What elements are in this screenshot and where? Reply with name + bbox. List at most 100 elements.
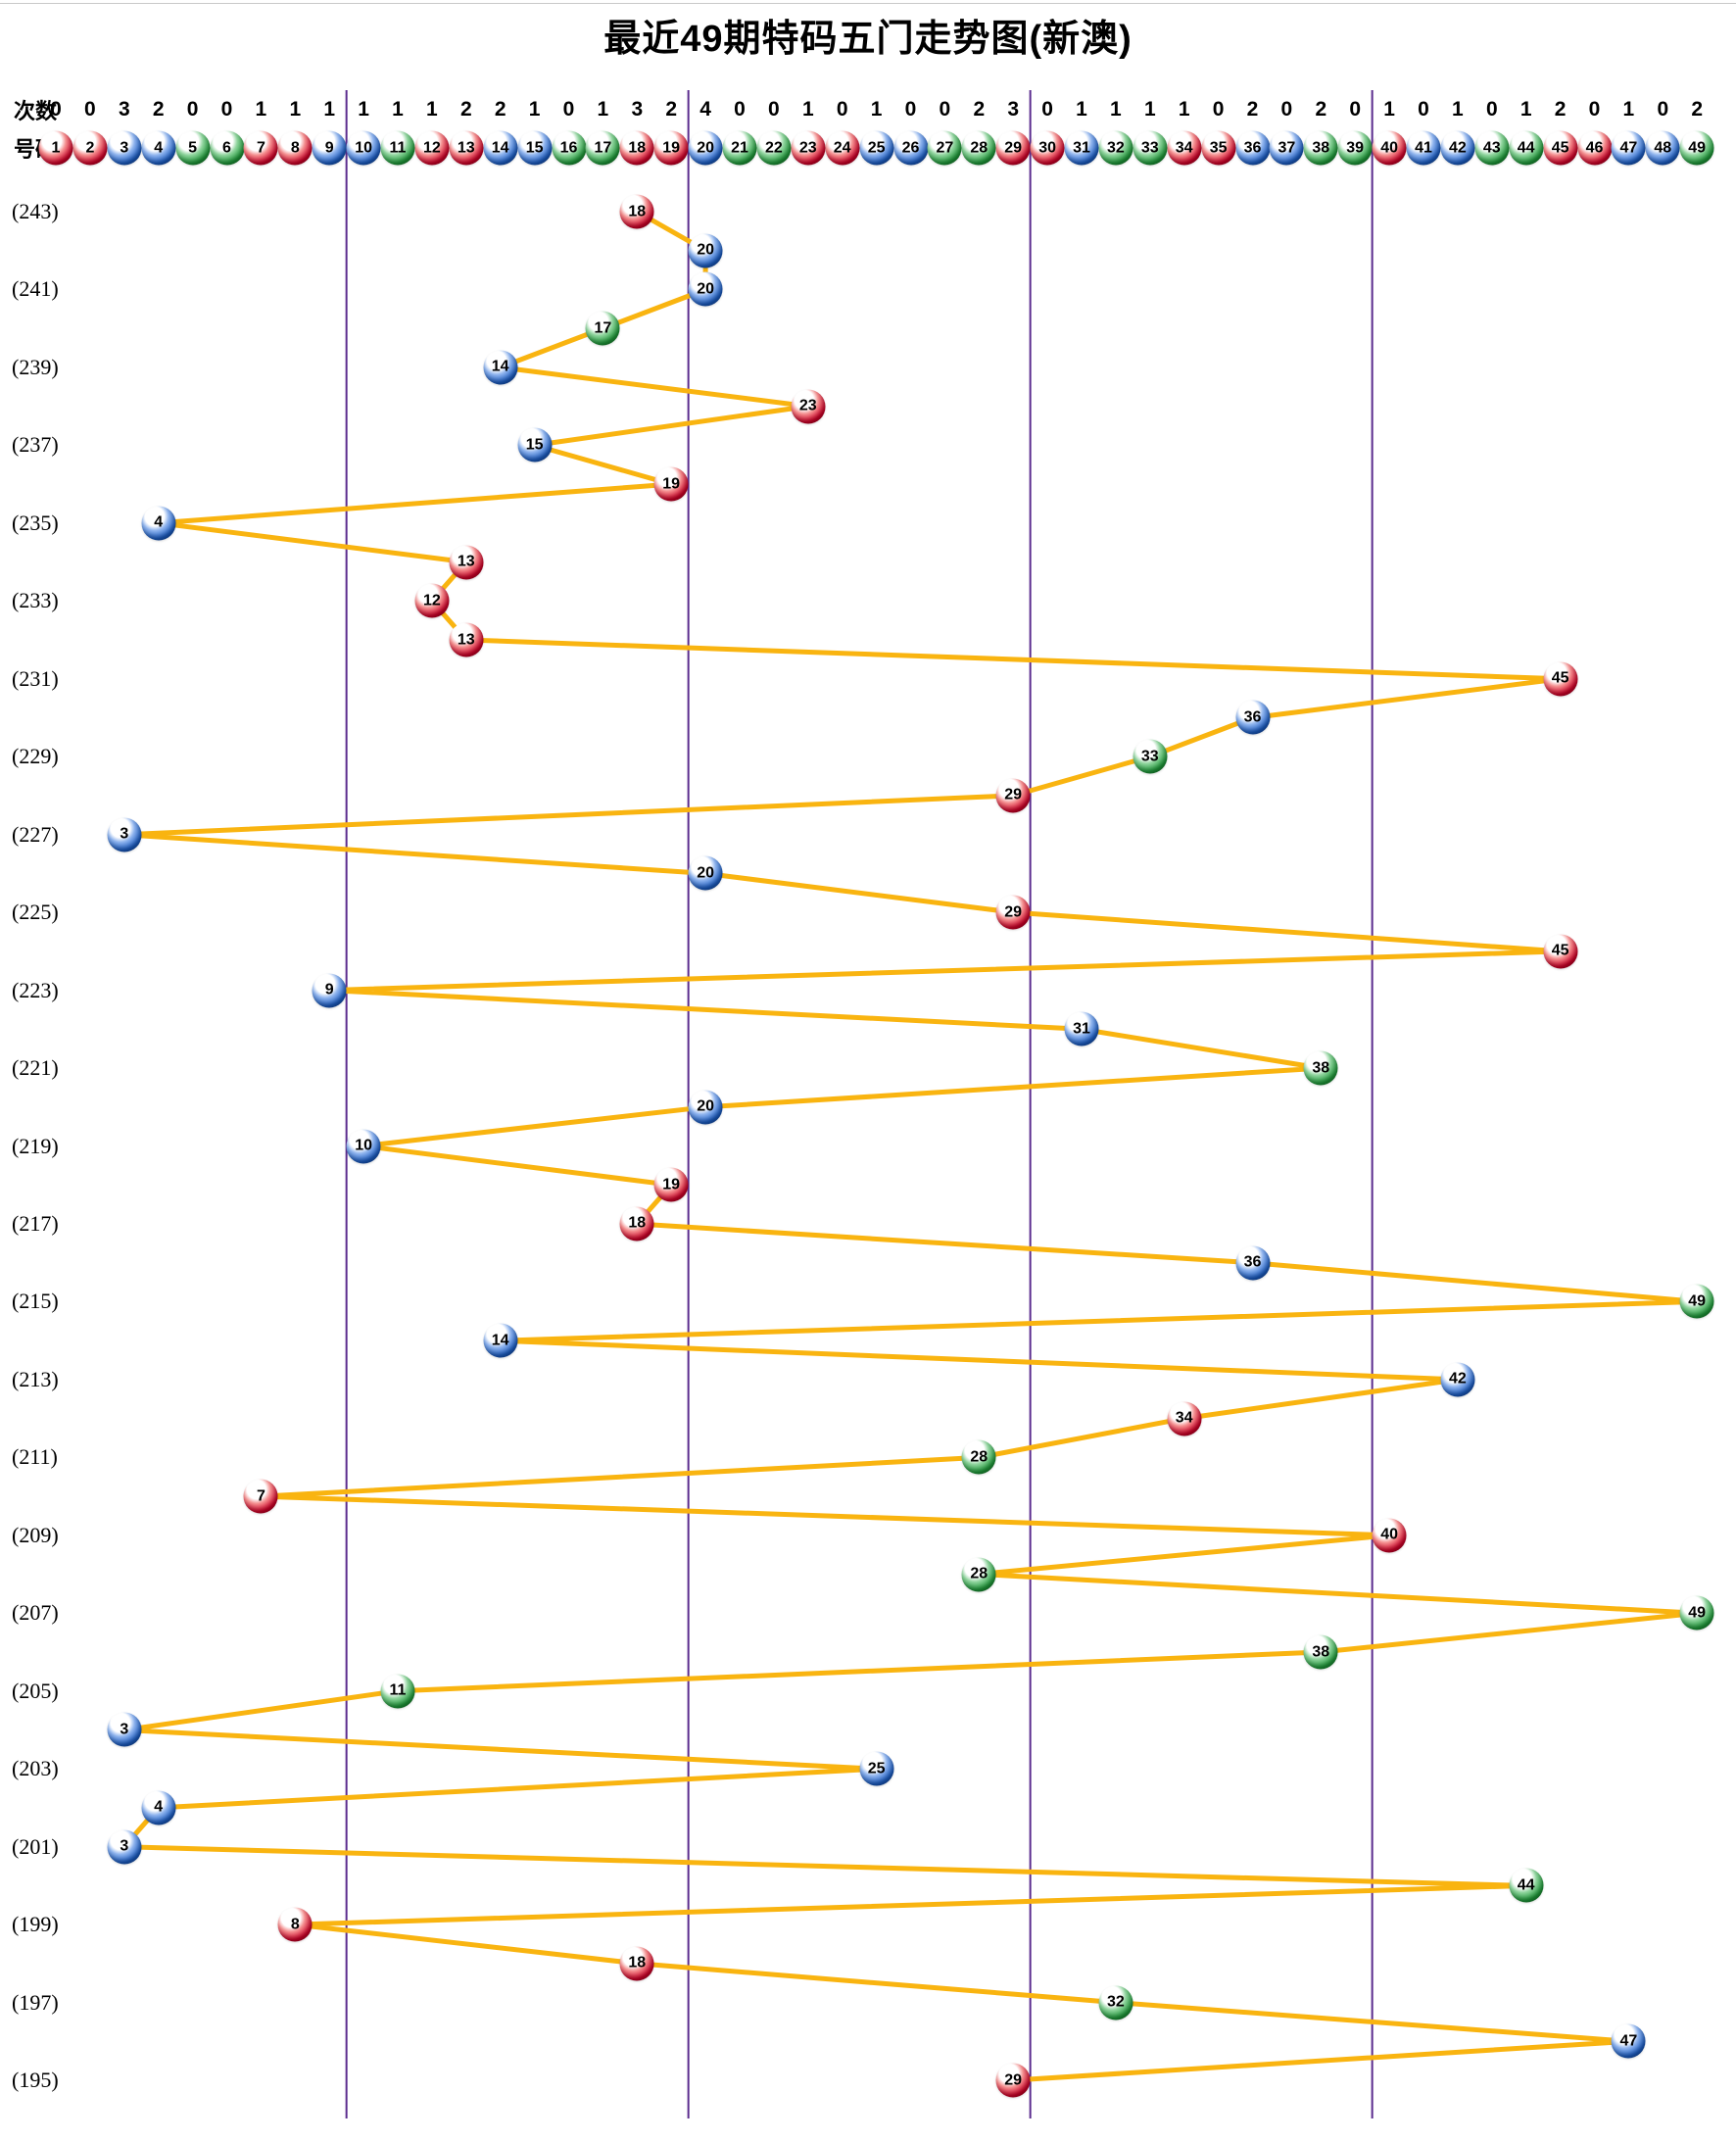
data-ball: 38 [1303, 1634, 1338, 1670]
count-value: 1 [1143, 98, 1156, 121]
data-ball: 23 [791, 389, 826, 424]
header-ball: 13 [449, 130, 484, 166]
header-ball: 10 [346, 130, 381, 166]
count-value: 0 [939, 98, 951, 121]
period-label: (237) [12, 432, 59, 458]
data-ball: 25 [859, 1751, 894, 1786]
count-value: 2 [1554, 98, 1567, 121]
header-ball: 19 [653, 130, 689, 166]
count-value: 0 [1212, 98, 1225, 121]
header-ball: 27 [927, 130, 962, 166]
period-label: (203) [12, 1756, 59, 1781]
header-ball: 45 [1543, 130, 1578, 166]
header-ball: 46 [1577, 130, 1612, 166]
count-value: 0 [562, 98, 575, 121]
header-ball: 28 [961, 130, 996, 166]
header-ball: 40 [1372, 130, 1407, 166]
data-ball: 3 [107, 817, 142, 852]
data-ball: 13 [449, 545, 484, 580]
period-label: (201) [12, 1833, 59, 1859]
counts-axis-label: 次数 [14, 99, 58, 123]
count-value: 2 [459, 98, 472, 121]
header-ball: 9 [312, 130, 347, 166]
period-label: (207) [12, 1600, 59, 1626]
header-ball: 12 [414, 130, 450, 166]
data-ball: 15 [517, 427, 553, 462]
header-ball: 18 [619, 130, 654, 166]
header-ball: 23 [791, 130, 826, 166]
data-ball: 18 [619, 1946, 654, 1981]
period-label: (221) [12, 1055, 59, 1081]
count-value: 1 [323, 98, 336, 121]
count-value: 3 [118, 98, 130, 121]
count-value: 1 [1452, 98, 1464, 121]
header-ball: 24 [825, 130, 860, 166]
data-ball: 4 [141, 1790, 176, 1826]
top-border-line [0, 3, 1736, 4]
header-ball: 30 [1030, 130, 1065, 166]
page-title: 最近49期特码五门走势图(新澳) [603, 19, 1133, 60]
period-label: (239) [12, 354, 59, 379]
count-value: 0 [1588, 98, 1601, 121]
header-ball: 11 [380, 130, 415, 166]
data-ball: 28 [961, 1557, 996, 1592]
header-ball: 21 [722, 130, 757, 166]
count-value: 0 [220, 98, 233, 121]
data-ball: 3 [107, 1829, 142, 1865]
count-value: 1 [426, 98, 438, 121]
count-value: 2 [1691, 98, 1704, 121]
data-ball: 29 [995, 778, 1031, 813]
count-value: 2 [973, 98, 986, 121]
header-ball: 38 [1303, 130, 1338, 166]
data-ball: 14 [483, 350, 518, 385]
count-value: 0 [1041, 98, 1053, 121]
count-value: 0 [1657, 98, 1669, 121]
period-label: (205) [12, 1678, 59, 1703]
data-ball: 31 [1064, 1011, 1099, 1047]
header-ball: 48 [1645, 130, 1680, 166]
data-ball: 49 [1679, 1284, 1714, 1319]
data-ball: 36 [1235, 700, 1270, 735]
count-value: 0 [1349, 98, 1362, 121]
data-ball: 29 [995, 895, 1031, 930]
count-value: 0 [1418, 98, 1429, 121]
period-label: (243) [12, 199, 59, 223]
period-label: (211) [12, 1444, 58, 1470]
period-label: (197) [12, 1989, 59, 2015]
period-label: (235) [12, 510, 59, 535]
data-ball: 9 [312, 973, 347, 1008]
count-value: 1 [1383, 98, 1395, 121]
count-value: 1 [1076, 98, 1087, 121]
data-ball: 28 [961, 1439, 996, 1475]
data-ball: 34 [1167, 1401, 1202, 1436]
count-value: 0 [186, 98, 199, 121]
count-value: 2 [665, 98, 678, 121]
header-ball: 29 [995, 130, 1031, 166]
data-ball: 36 [1235, 1245, 1270, 1281]
data-ball: 8 [277, 1907, 313, 1942]
data-ball: 3 [107, 1712, 142, 1747]
period-label: (241) [12, 276, 59, 302]
count-value: 0 [84, 98, 96, 121]
period-label: (227) [12, 821, 59, 847]
count-value: 1 [1178, 98, 1190, 121]
data-ball: 17 [585, 311, 620, 346]
data-ball: 10 [346, 1129, 381, 1164]
data-ball: 45 [1543, 661, 1578, 697]
header-ball: 47 [1611, 130, 1646, 166]
data-ball: 14 [483, 1323, 518, 1358]
period-label: (231) [12, 665, 59, 691]
count-value: 3 [1007, 98, 1020, 121]
header-ball: 26 [893, 130, 928, 166]
period-label: (209) [12, 1522, 59, 1547]
count-value: 1 [597, 98, 609, 121]
count-value: 1 [289, 98, 302, 121]
period-label: (223) [12, 977, 59, 1002]
header-ball: 37 [1269, 130, 1304, 166]
header-ball: 43 [1474, 130, 1510, 166]
data-ball: 19 [653, 1167, 689, 1202]
header-ball: 1 [38, 130, 73, 166]
period-label: (225) [12, 900, 59, 925]
